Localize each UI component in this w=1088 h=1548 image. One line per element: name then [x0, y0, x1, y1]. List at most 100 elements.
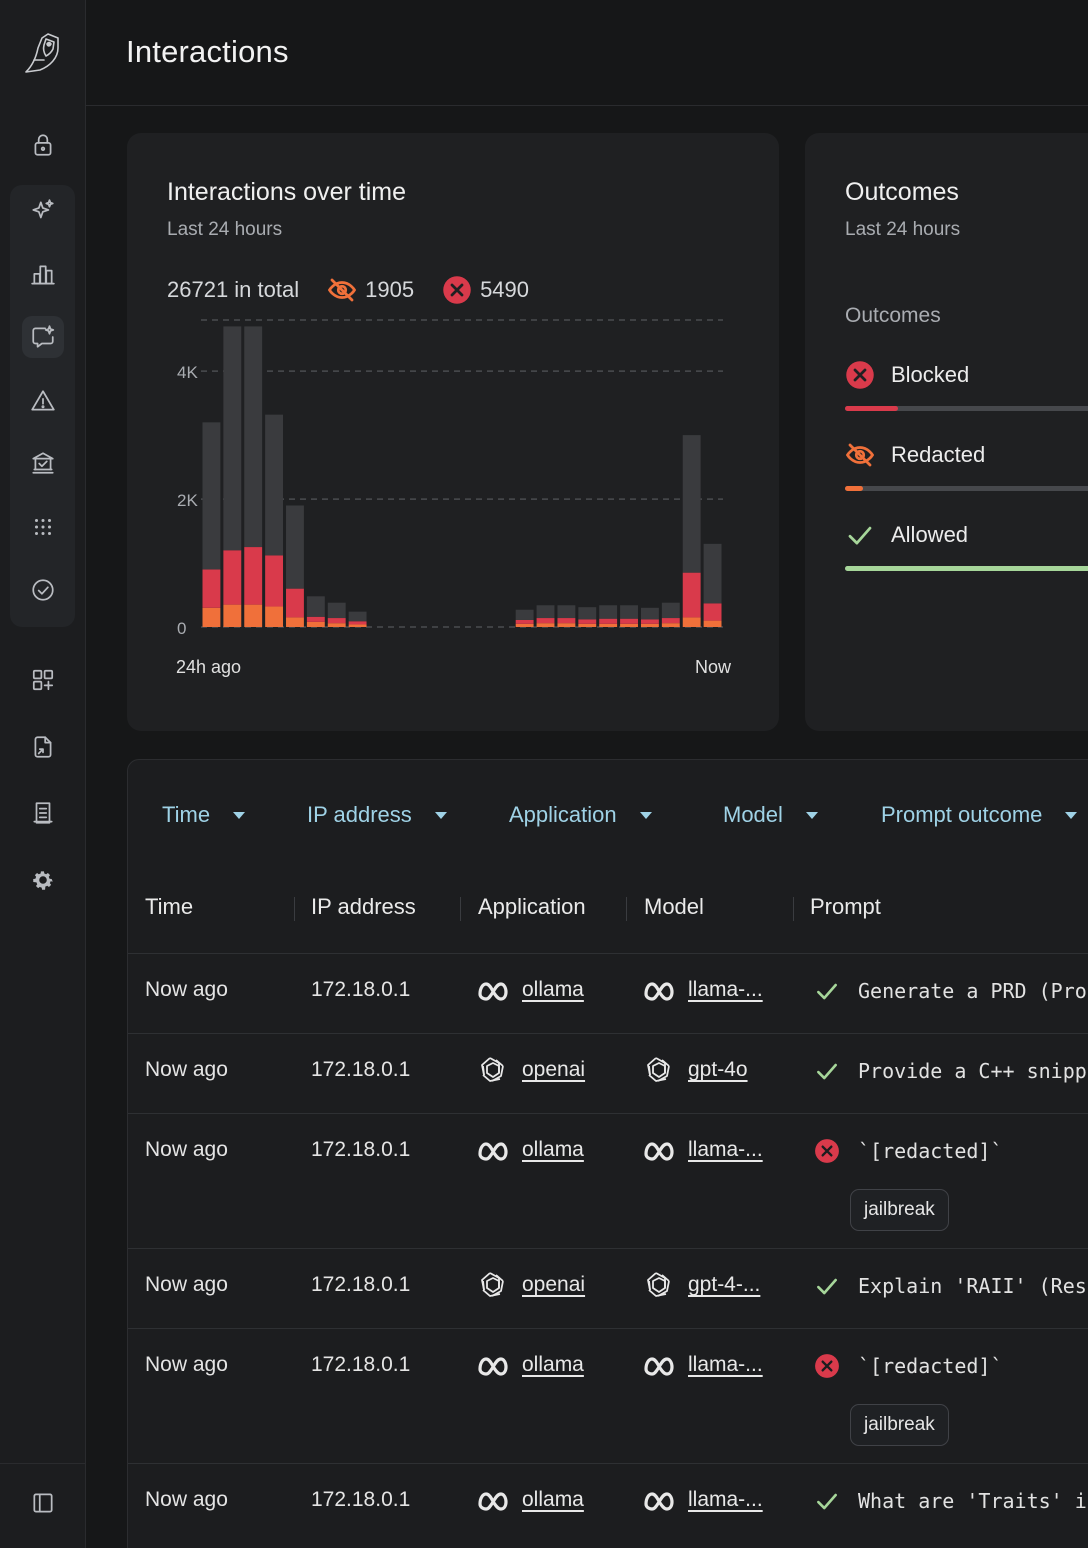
bar-segment-redacted[interactable] [703, 620, 722, 627]
bar-segment-allowed[interactable] [682, 435, 701, 573]
nav-compliance[interactable] [22, 442, 64, 484]
bar-segment-redacted[interactable] [223, 604, 242, 627]
bar-segment-blocked[interactable] [202, 569, 221, 608]
bar-segment-blocked[interactable] [599, 618, 618, 624]
cell-application[interactable]: ollama [476, 1133, 584, 1167]
bar-segment-blocked[interactable] [515, 619, 534, 624]
bar-segment-redacted[interactable] [682, 617, 701, 627]
bar-segment-allowed[interactable] [536, 605, 555, 619]
bar-segment-blocked[interactable] [640, 619, 659, 624]
cell-application[interactable]: openai [476, 1053, 585, 1087]
model-link[interactable]: llama-... [688, 1488, 763, 1511]
application-link[interactable]: ollama [522, 1138, 584, 1161]
application-link[interactable]: openai [522, 1273, 586, 1296]
bar-segment-blocked[interactable] [557, 618, 576, 624]
filter-prompt-outcome[interactable]: Prompt outcome [881, 802, 1078, 828]
bar-segment-blocked[interactable] [536, 618, 555, 624]
detection-tag[interactable]: jailbreak [850, 1404, 949, 1446]
bar-segment-redacted[interactable] [327, 623, 346, 627]
bar-segment-redacted[interactable] [515, 623, 534, 627]
bar-segment-allowed[interactable] [703, 543, 722, 604]
bar-segment-redacted[interactable] [348, 624, 367, 627]
bar-segment-allowed[interactable] [286, 505, 304, 589]
table-row[interactable]: Now ago 172.18.0.1 openai gpt-4-... Explain … [128, 1249, 1088, 1329]
bar-segment-blocked[interactable] [306, 616, 325, 622]
application-link[interactable]: openai [522, 1058, 586, 1081]
cell-prompt[interactable]: What are 'Traits' i [814, 1488, 1087, 1514]
bar-segment-blocked[interactable] [620, 618, 638, 624]
cell-model[interactable]: gpt-4o [642, 1053, 748, 1087]
filter-model[interactable]: Model [723, 802, 819, 828]
bar-segment-redacted[interactable] [202, 607, 221, 627]
cell-model[interactable]: llama-... [642, 1348, 763, 1382]
table-row[interactable]: Now ago 172.18.0.1 ollama llama-... Generate… [128, 954, 1088, 1034]
column-header-prompt[interactable]: Prompt [810, 894, 881, 919]
sidebar-toggle[interactable] [22, 1482, 64, 1524]
bar-segment-allowed[interactable] [244, 326, 263, 548]
model-link[interactable]: llama-... [688, 978, 763, 1001]
bar-segment-blocked[interactable] [223, 550, 242, 605]
bar-segment-allowed[interactable] [599, 605, 618, 619]
column-header-time[interactable]: Time [145, 894, 194, 919]
model-link[interactable]: llama-... [688, 1138, 763, 1161]
table-row[interactable]: Now ago 172.18.0.1 ollama llama-... What are… [128, 1464, 1088, 1548]
table-row[interactable]: Now ago 172.18.0.1 openai gpt-4o Provide a C… [128, 1034, 1088, 1114]
filter-application[interactable]: Application [509, 802, 653, 828]
bar-segment-blocked[interactable] [348, 621, 367, 625]
bar-segment-allowed[interactable] [557, 605, 576, 619]
cell-prompt[interactable]: Generate a PRD (Pro [814, 978, 1087, 1004]
bar-segment-blocked[interactable] [286, 588, 304, 618]
bar-segment-allowed[interactable] [640, 607, 659, 620]
bar-segment-blocked[interactable] [327, 618, 346, 624]
bar-segment-allowed[interactable] [223, 326, 242, 551]
bar-segment-redacted[interactable] [244, 604, 263, 627]
column-header-model[interactable]: Model [644, 894, 704, 919]
application-link[interactable]: ollama [522, 978, 584, 1001]
cell-application[interactable]: ollama [476, 973, 584, 1007]
bar-segment-blocked[interactable] [265, 555, 284, 607]
bar-segment-redacted[interactable] [640, 623, 659, 627]
nav-apps[interactable] [22, 659, 64, 701]
bar-segment-allowed[interactable] [620, 605, 638, 619]
model-link[interactable]: llama-... [688, 1353, 763, 1376]
table-row[interactable]: Now ago 172.18.0.1 ollama llama-... `[redact… [128, 1329, 1088, 1464]
bar-segment-redacted[interactable] [578, 623, 597, 627]
bar-segment-blocked[interactable] [578, 619, 597, 624]
nav-analytics[interactable] [22, 254, 64, 296]
bar-segment-redacted[interactable] [661, 623, 680, 627]
column-header-ip[interactable]: IP address [311, 894, 416, 919]
nav-alerts[interactable] [22, 380, 64, 422]
bar-segment-redacted[interactable] [286, 617, 304, 627]
bar-segment-allowed[interactable] [327, 602, 346, 619]
nav-docs[interactable] [22, 792, 64, 834]
filter-time[interactable]: Time [162, 802, 246, 828]
cell-model[interactable]: gpt-4-... [642, 1268, 760, 1302]
model-link[interactable]: gpt-4-... [688, 1273, 761, 1296]
bar-segment-redacted[interactable] [599, 623, 618, 627]
nav-settings[interactable] [22, 859, 64, 901]
bar-segment-allowed[interactable] [265, 414, 284, 556]
bar-segment-allowed[interactable] [202, 422, 221, 570]
bar-segment-blocked[interactable] [682, 572, 701, 618]
nav-policies[interactable] [22, 569, 64, 611]
cell-prompt[interactable]: Explain 'RAII' (Res [814, 1273, 1087, 1299]
bar-segment-allowed[interactable] [515, 609, 534, 620]
cell-prompt[interactable]: Provide a C++ snipp [814, 1058, 1087, 1084]
bar-segment-redacted[interactable] [306, 621, 325, 627]
bar-segment-blocked[interactable] [661, 618, 680, 624]
model-link[interactable]: gpt-4o [688, 1058, 748, 1081]
cell-model[interactable]: llama-... [642, 1483, 763, 1517]
bar-segment-allowed[interactable] [348, 611, 367, 622]
table-row[interactable]: Now ago 172.18.0.1 ollama llama-... `[redact… [128, 1114, 1088, 1249]
bar-segment-redacted[interactable] [536, 623, 555, 627]
bar-segment-redacted[interactable] [265, 606, 284, 627]
bar-segment-redacted[interactable] [620, 623, 638, 627]
cell-model[interactable]: llama-... [642, 1133, 763, 1167]
nav-lock[interactable] [22, 124, 64, 166]
bar-segment-blocked[interactable] [703, 603, 722, 621]
nav-integrations[interactable] [22, 506, 64, 548]
bar-segment-blocked[interactable] [244, 547, 263, 605]
bar-segment-redacted[interactable] [557, 623, 576, 627]
owl-logo-icon[interactable] [22, 30, 64, 74]
cell-model[interactable]: llama-... [642, 973, 763, 1007]
